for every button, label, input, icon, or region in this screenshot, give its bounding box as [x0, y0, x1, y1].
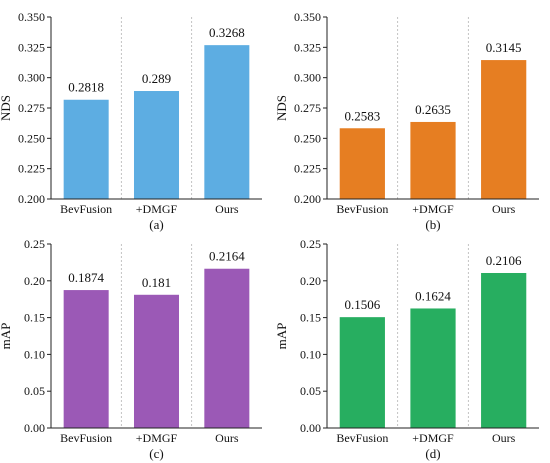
y-tick-label: 0.00: [24, 421, 45, 435]
y-tick-label: 0.20: [300, 274, 321, 288]
bar-value-label: 0.1624: [415, 288, 451, 303]
bar: [204, 45, 250, 199]
y-tick-label: 0.25: [300, 237, 321, 251]
panel-label: (a): [149, 217, 163, 232]
x-tick-label: BevFusion: [60, 202, 112, 216]
bar: [133, 91, 180, 199]
y-axis-label: NDS: [0, 95, 13, 121]
x-tick-label: BevFusion: [336, 431, 388, 445]
y-tick-label: 0.200: [18, 192, 45, 206]
x-tick-label: +DMGF: [412, 431, 454, 445]
panel-label: (c): [149, 446, 163, 461]
y-tick-label: 0.325: [294, 40, 321, 54]
chart-panel-d: 0.1506 BevFusion 0.1624 +DMGF 0.2106 Ours 0.00…: [274, 237, 539, 461]
y-tick-label: 0.05: [300, 384, 321, 398]
y-tick-label: 0.300: [18, 71, 45, 85]
panel-label: (d): [425, 446, 440, 461]
y-tick-label: 0.225: [18, 162, 45, 176]
y-tick-label: 0.225: [294, 162, 321, 176]
bar-value-label: 0.1506: [344, 297, 380, 312]
y-tick-label: 0.10: [300, 347, 321, 361]
x-tick-label: Ours: [215, 431, 239, 445]
y-axis-label: NDS: [274, 95, 289, 121]
y-tick-label: 0.250: [18, 131, 45, 145]
chart-panel-a: 0.2818 BevFusion 0.289 +DMGF 0.3268 Ours 0.200…: [0, 10, 262, 232]
y-tick-label: 0.275: [294, 101, 321, 115]
bar-value-label: 0.2164: [209, 249, 245, 264]
x-tick-label: +DMGF: [412, 202, 454, 216]
y-tick-label: 0.275: [18, 101, 45, 115]
bar: [481, 272, 527, 428]
y-tick-label: 0.20: [24, 274, 45, 288]
x-tick-label: Ours: [215, 202, 239, 216]
bar-value-label: 0.2583: [344, 108, 380, 123]
bar: [481, 60, 527, 199]
bar-value-label: 0.1874: [68, 270, 104, 285]
bar: [339, 128, 385, 199]
y-tick-label: 0.350: [18, 10, 45, 24]
bar-value-label: 0.289: [142, 71, 171, 86]
y-tick-label: 0.15: [300, 311, 321, 325]
y-axis-label: mAP: [274, 323, 289, 350]
x-tick-label: +DMGF: [136, 431, 178, 445]
y-tick-label: 0.00: [300, 421, 321, 435]
bar: [63, 99, 109, 199]
y-tick-label: 0.25: [24, 237, 45, 251]
y-tick-label: 0.200: [294, 192, 321, 206]
y-tick-label: 0.300: [294, 71, 321, 85]
x-tick-label: BevFusion: [336, 202, 388, 216]
bar-value-label: 0.3268: [209, 25, 245, 40]
bar-value-label: 0.2106: [486, 253, 522, 268]
panel-label: (b): [425, 217, 440, 232]
bar: [133, 294, 180, 428]
bar: [339, 317, 385, 428]
bar-value-label: 0.2818: [68, 80, 104, 95]
bar: [63, 290, 109, 428]
y-tick-label: 0.10: [24, 347, 45, 361]
x-tick-label: Ours: [492, 431, 516, 445]
x-tick-label: +DMGF: [136, 202, 178, 216]
bar-value-label: 0.3145: [486, 40, 522, 55]
x-tick-label: BevFusion: [60, 431, 112, 445]
bar: [410, 308, 456, 428]
chart-panel-b: 0.2583 BevFusion 0.2635 +DMGF 0.3145 Ours 0.20…: [274, 10, 539, 232]
y-tick-label: 0.350: [294, 10, 321, 24]
y-tick-label: 0.15: [24, 311, 45, 325]
chart-panel-c: 0.1874 BevFusion 0.181 +DMGF 0.2164 Ours 0.00 0…: [0, 237, 262, 461]
y-tick-label: 0.05: [24, 384, 45, 398]
bar: [410, 121, 456, 199]
bar-value-label: 0.2635: [415, 102, 451, 117]
x-tick-label: Ours: [492, 202, 516, 216]
y-tick-label: 0.325: [18, 40, 45, 54]
y-axis-label: mAP: [0, 323, 13, 350]
bar-value-label: 0.181: [142, 275, 171, 290]
y-tick-label: 0.250: [294, 131, 321, 145]
bar: [204, 268, 250, 428]
